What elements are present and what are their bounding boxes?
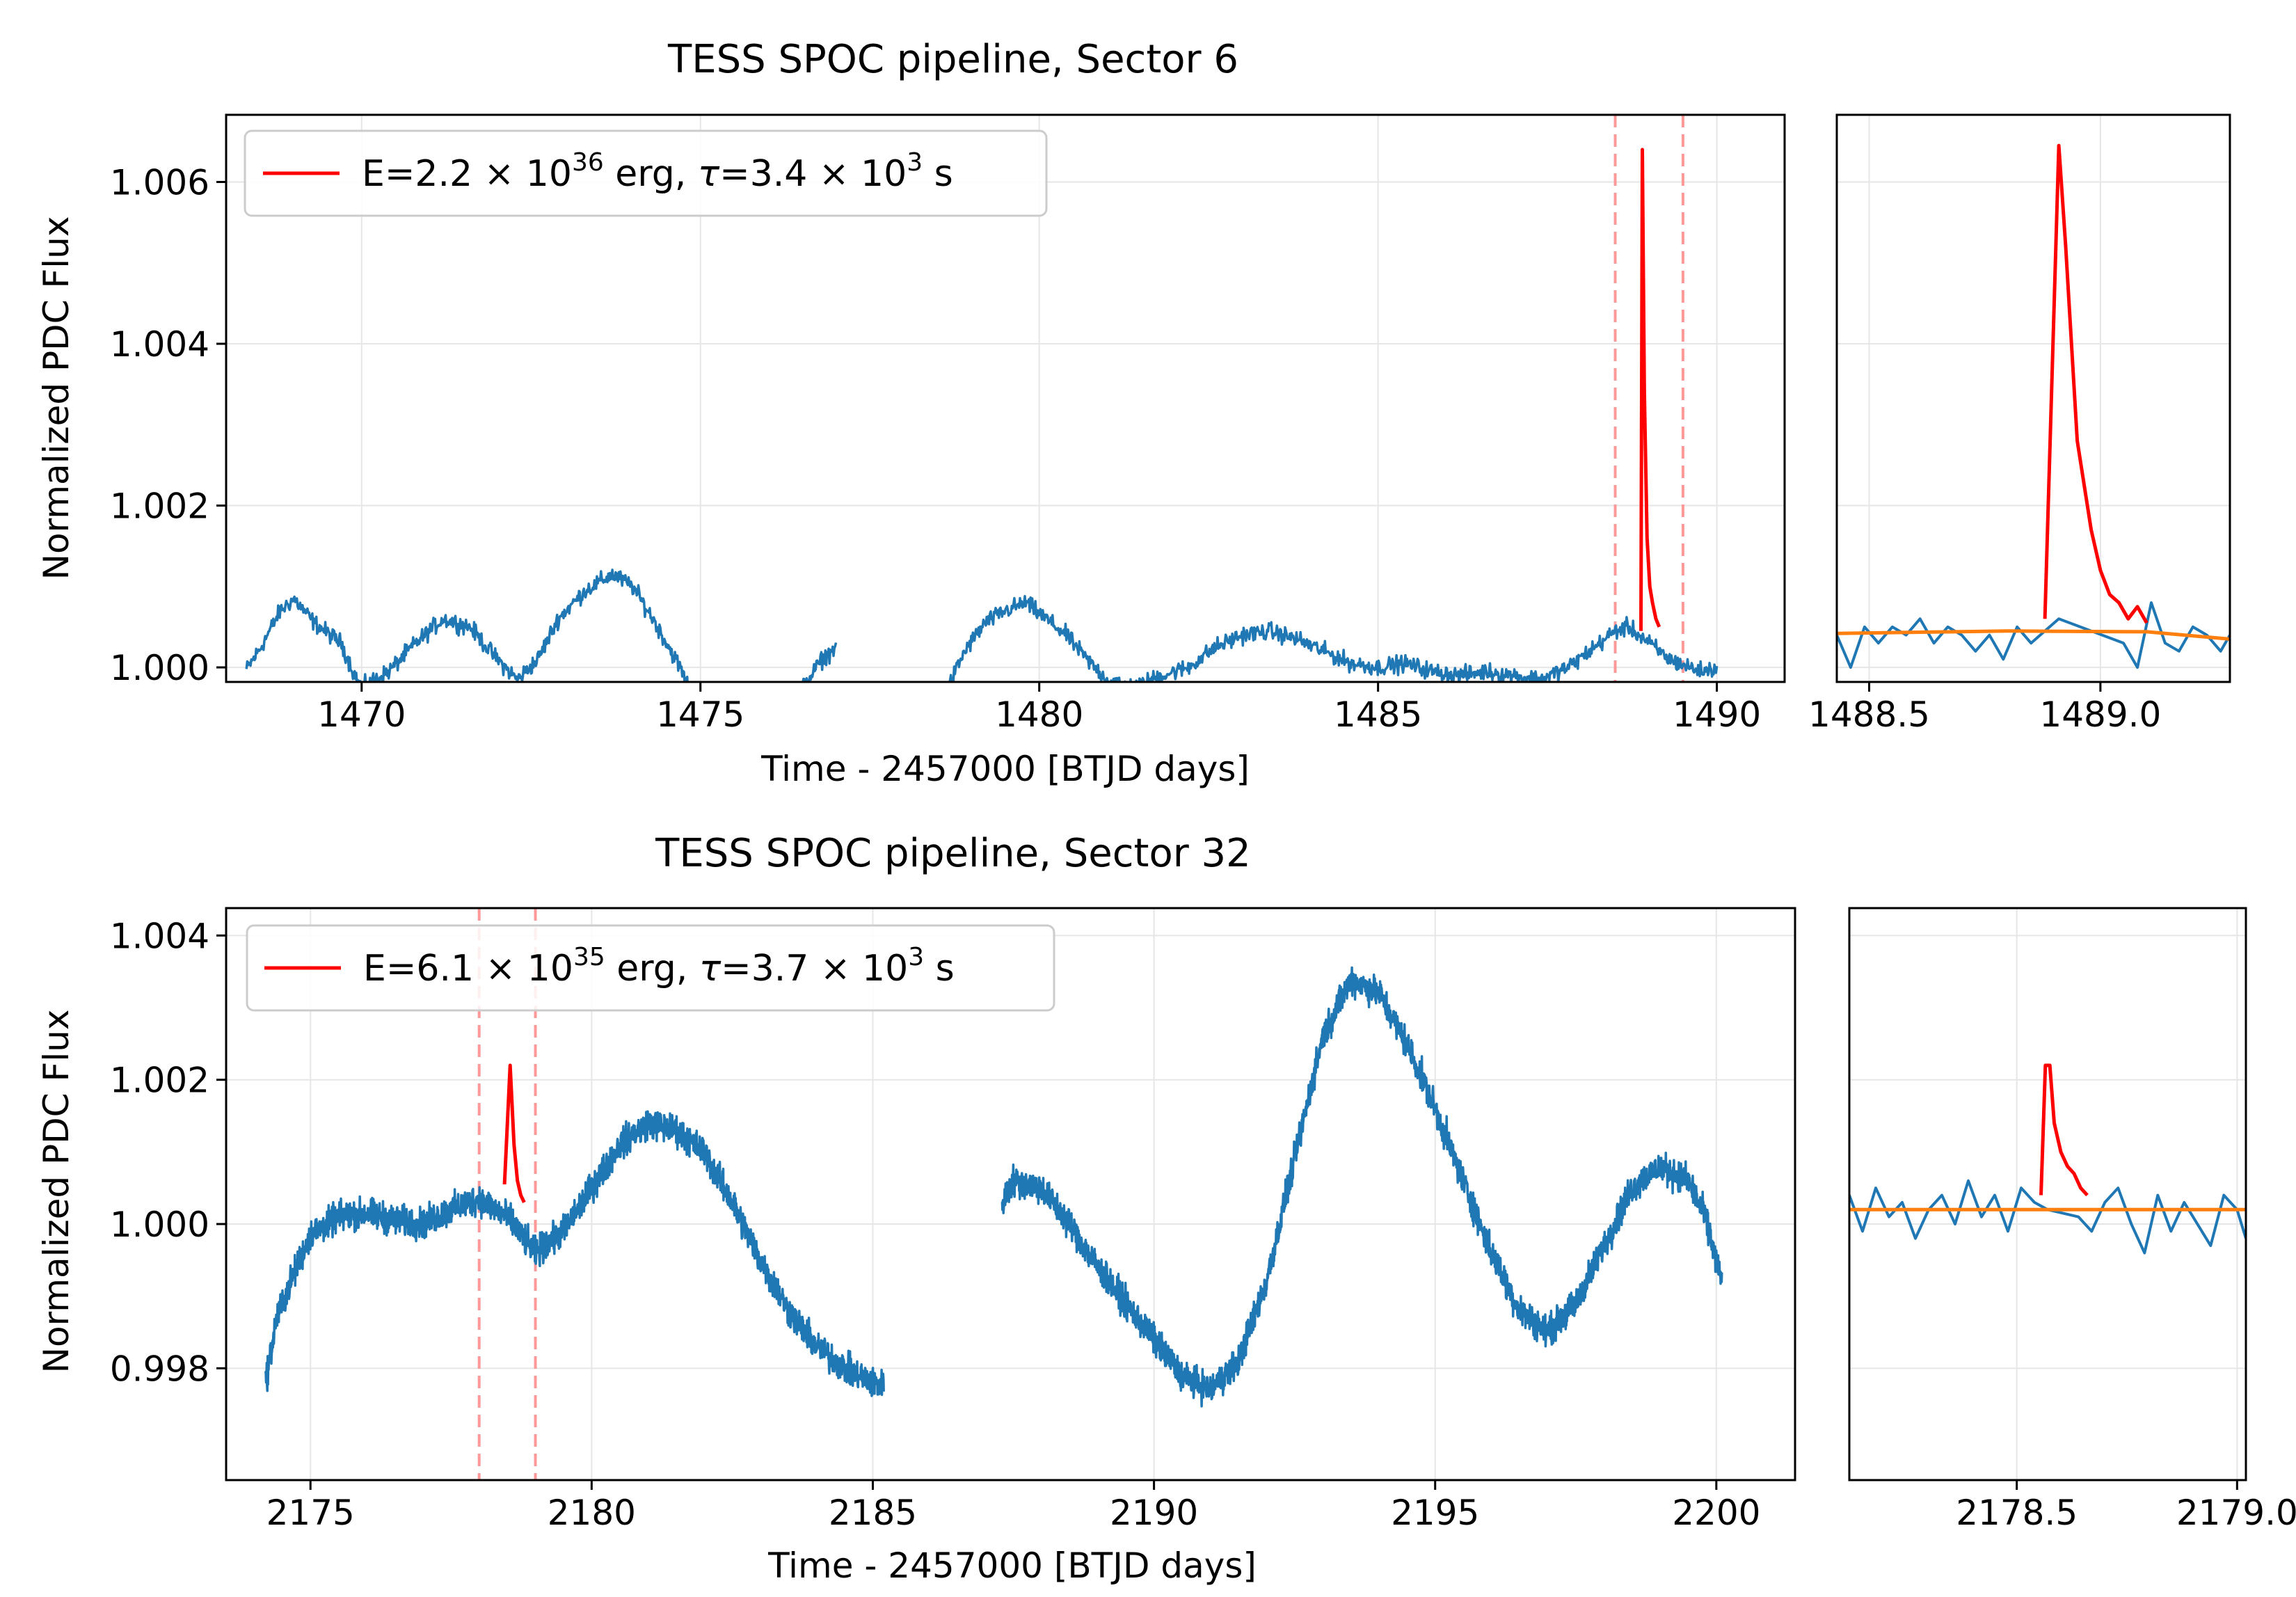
x-axis-label: Time - 2457000 [BTJD days] xyxy=(760,749,1250,789)
x-tick-label: 1489.0 xyxy=(2039,694,2161,735)
x-axis-label: Time - 2457000 [BTJD days] xyxy=(767,1546,1257,1586)
model-curve-line xyxy=(1837,629,2230,641)
light-curve-line xyxy=(1837,601,2230,669)
x-tick-label: 1470 xyxy=(317,694,406,735)
plot-frame xyxy=(225,907,1796,1481)
legend-box xyxy=(244,129,1048,217)
y-tick-label: 1.002 xyxy=(110,486,209,527)
legend: E=2.2 × 1036 erg, τ=3.4 × 103 s xyxy=(244,129,1048,217)
x-tick-label: 1485 xyxy=(1334,694,1422,735)
x-tick-label: 2200 xyxy=(1672,1493,1760,1533)
x-tick-label: 1475 xyxy=(656,694,744,735)
y-tick-label: 1.006 xyxy=(110,162,209,202)
plot-frame xyxy=(225,113,1786,683)
light-curve-line xyxy=(1849,1179,2246,1255)
inset-frame xyxy=(1848,907,2247,1481)
grid xyxy=(1837,115,2230,682)
x-tick-label: 2190 xyxy=(1110,1493,1198,1533)
x-tick-label: 1490 xyxy=(1673,694,1761,735)
y-ticks: 0.998 1.000 1.002 1.004 xyxy=(110,916,226,1389)
x-tick-label: 2195 xyxy=(1391,1493,1479,1533)
x-tick-label: 2185 xyxy=(829,1493,917,1533)
series xyxy=(1837,143,2230,669)
x-tick-label: 1488.5 xyxy=(1808,694,1930,735)
sector-6-inset: 1488.5 1489.0 xyxy=(1808,113,2231,735)
y-tick-label: 1.004 xyxy=(110,916,209,956)
legend: E=6.1 × 1035 erg, τ=3.7 × 103 s xyxy=(246,924,1055,1012)
legend-label: E=2.2 × 1036 erg, τ=3.4 × 103 s xyxy=(362,148,953,195)
flare-window xyxy=(477,908,537,1480)
chart-title: TESS SPOC pipeline, Sector 6 xyxy=(667,37,1238,82)
x-ticks: 2178.5 2179.0 xyxy=(1956,1480,2296,1533)
grid xyxy=(1849,908,2246,1480)
flare-curve-line xyxy=(2039,1063,2089,1197)
y-ticks: 1.000 1.002 1.004 1.006 xyxy=(110,162,226,688)
y-axis-label: Normalized PDC Flux xyxy=(36,216,77,580)
sector-32-inset: 2178.5 2179.0 xyxy=(1848,907,2296,1533)
inset-frame xyxy=(1835,113,2231,683)
series xyxy=(264,966,1723,1408)
sector-6-chart: TESS SPOC pipeline, Sector 6 1470 1475 148… xyxy=(36,37,1786,789)
flare-curve-line xyxy=(2043,143,2148,624)
y-tick-label: 1.000 xyxy=(110,648,209,688)
light-curve-line xyxy=(948,595,1719,682)
flare-curve-line xyxy=(502,1063,526,1203)
x-ticks: 1488.5 1489.0 xyxy=(1808,682,2161,735)
y-axis-label: Normalized PDC Flux xyxy=(36,1010,77,1374)
y-tick-label: 1.000 xyxy=(110,1205,209,1245)
flare-curve-line xyxy=(1639,148,1661,631)
series xyxy=(1849,1063,2246,1255)
series xyxy=(245,148,1719,682)
y-tick-label: 1.004 xyxy=(110,324,209,365)
y-tick-label: 1.002 xyxy=(110,1060,209,1101)
x-ticks: 2175 2180 2185 2190 2195 2200 xyxy=(266,1480,1760,1533)
flare-window xyxy=(1613,115,1684,682)
x-tick-label: 2180 xyxy=(548,1493,636,1533)
chart-title: TESS SPOC pipeline, Sector 32 xyxy=(655,831,1251,876)
y-tick-label: 0.998 xyxy=(110,1349,209,1389)
light-curve-line xyxy=(1000,966,1723,1408)
light-curve-line xyxy=(264,1110,885,1397)
x-tick-label: 1480 xyxy=(995,694,1083,735)
light-curve-line xyxy=(245,569,838,682)
sector-32-chart: TESS SPOC pipeline, Sector 32 2175 2180 21… xyxy=(36,831,1796,1586)
x-tick-label: 2179.0 xyxy=(2176,1493,2296,1533)
x-tick-label: 2175 xyxy=(266,1493,355,1533)
x-tick-label: 2178.5 xyxy=(1956,1493,2078,1533)
legend-box xyxy=(246,924,1055,1012)
x-ticks: 1470 1475 1480 1485 1490 xyxy=(317,682,1761,735)
legend-label: E=6.1 × 1035 erg, τ=3.7 × 103 s xyxy=(363,943,955,990)
